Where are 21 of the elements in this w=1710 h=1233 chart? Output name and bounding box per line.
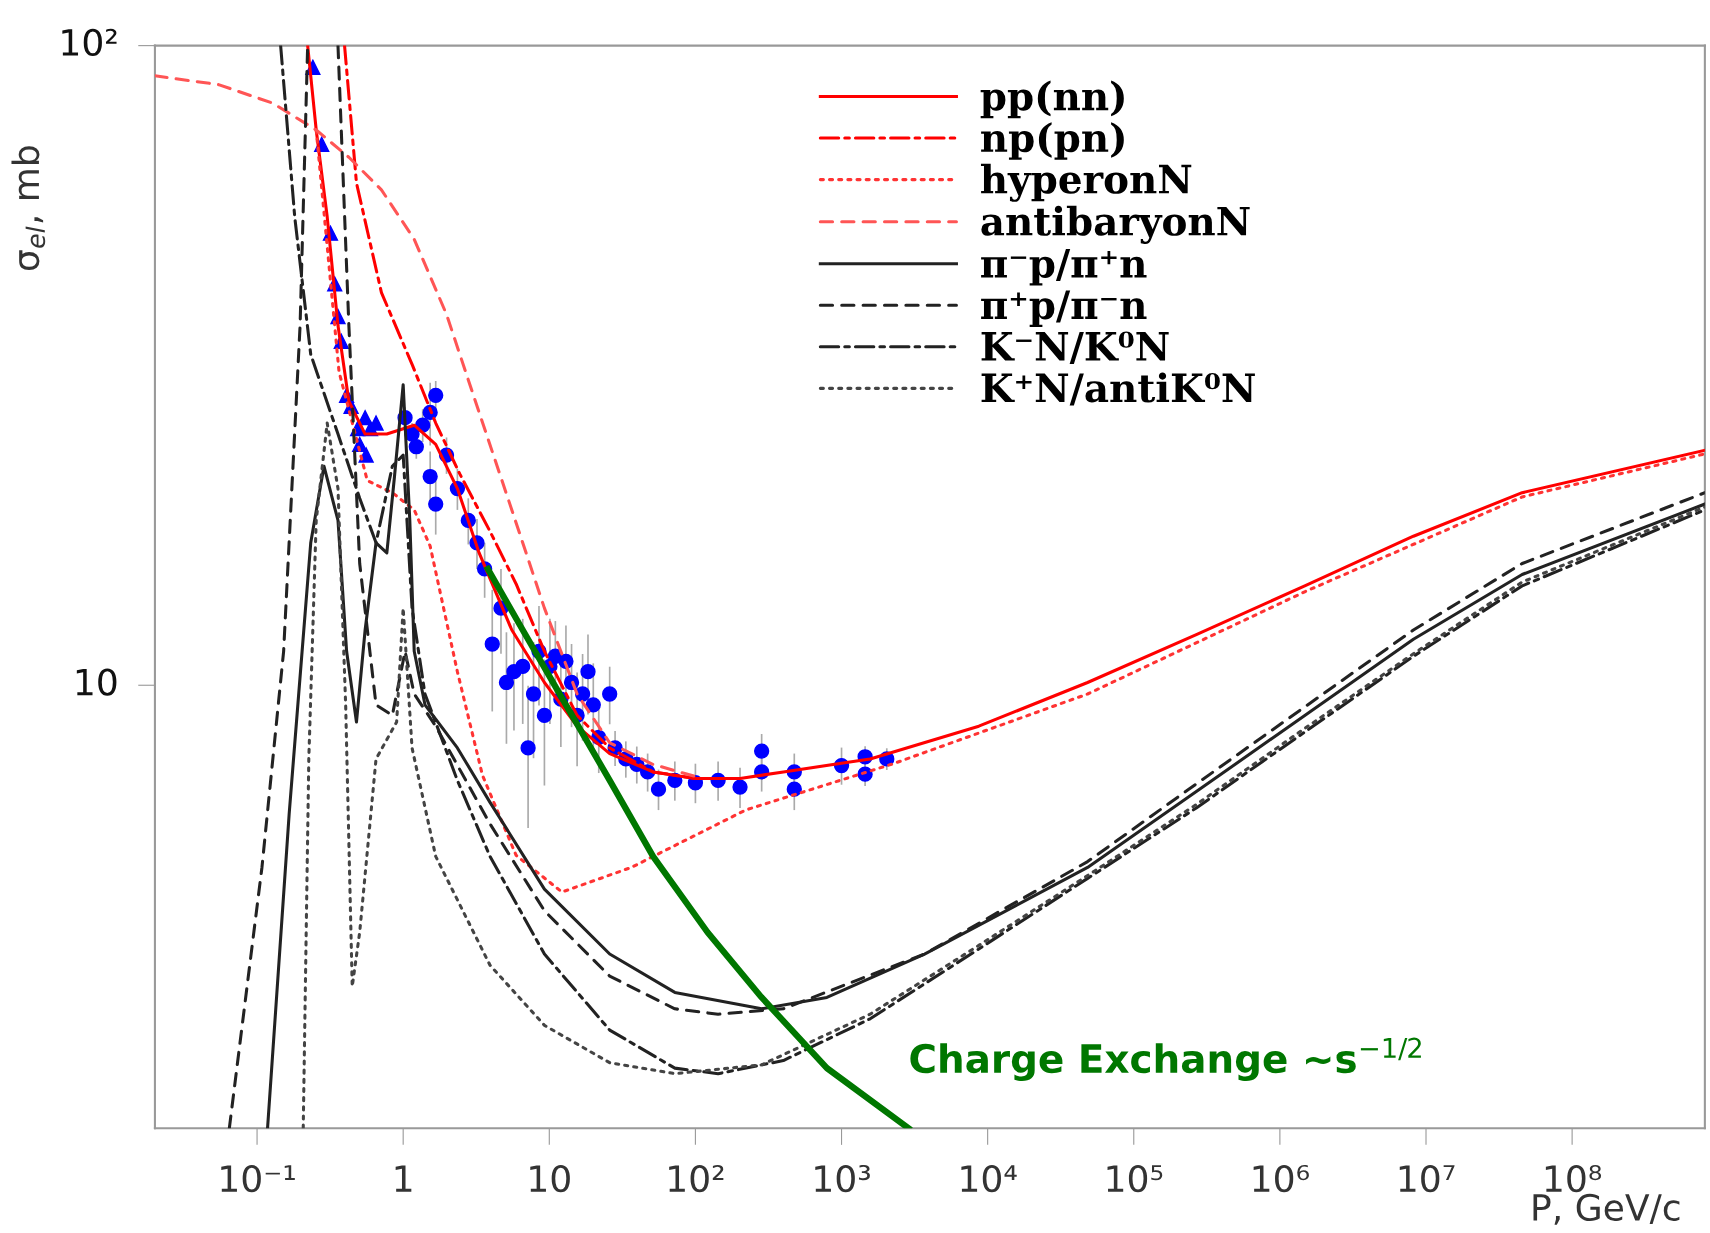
x-axis-title: P, GeV/c: [1533, 1193, 1680, 1225]
x-tick-label: 10²: [669, 1164, 724, 1193]
x-tick-label: 10⁶: [1253, 1164, 1309, 1193]
x-tick-label: 10⁷: [1399, 1164, 1455, 1193]
x-tick-label: 10⁵: [1107, 1164, 1163, 1193]
legend-label: antibaryonN: [981, 205, 1250, 244]
x-tick-label: 10⁴: [961, 1164, 1017, 1193]
series-label: Charge Exchange ~s$^{−1/2}$: [910, 1037, 1421, 1082]
x-tick-label: 10⁸: [1545, 1164, 1602, 1193]
legend-label: pp(nn): [980, 80, 1124, 119]
legend-label: K⁺N/antiK⁰N: [981, 372, 1255, 406]
x-tick-label: 10⁻¹: [221, 1164, 295, 1193]
legend-label: np(pn): [981, 122, 1124, 160]
y-axis-title: σ$_{el}$, mb: [11, 146, 46, 271]
x-tick-label: 1: [395, 1165, 412, 1192]
legend-label: hyperonN: [980, 163, 1192, 202]
legend-label: K⁻N/K⁰N: [981, 331, 1169, 365]
legend-label: π⁺p/π⁻n: [981, 290, 1147, 327]
x-tick-label: 10³: [815, 1164, 870, 1193]
legend-label: π⁻p/π⁺n: [981, 249, 1147, 286]
x-tick-label: 10: [530, 1164, 570, 1193]
